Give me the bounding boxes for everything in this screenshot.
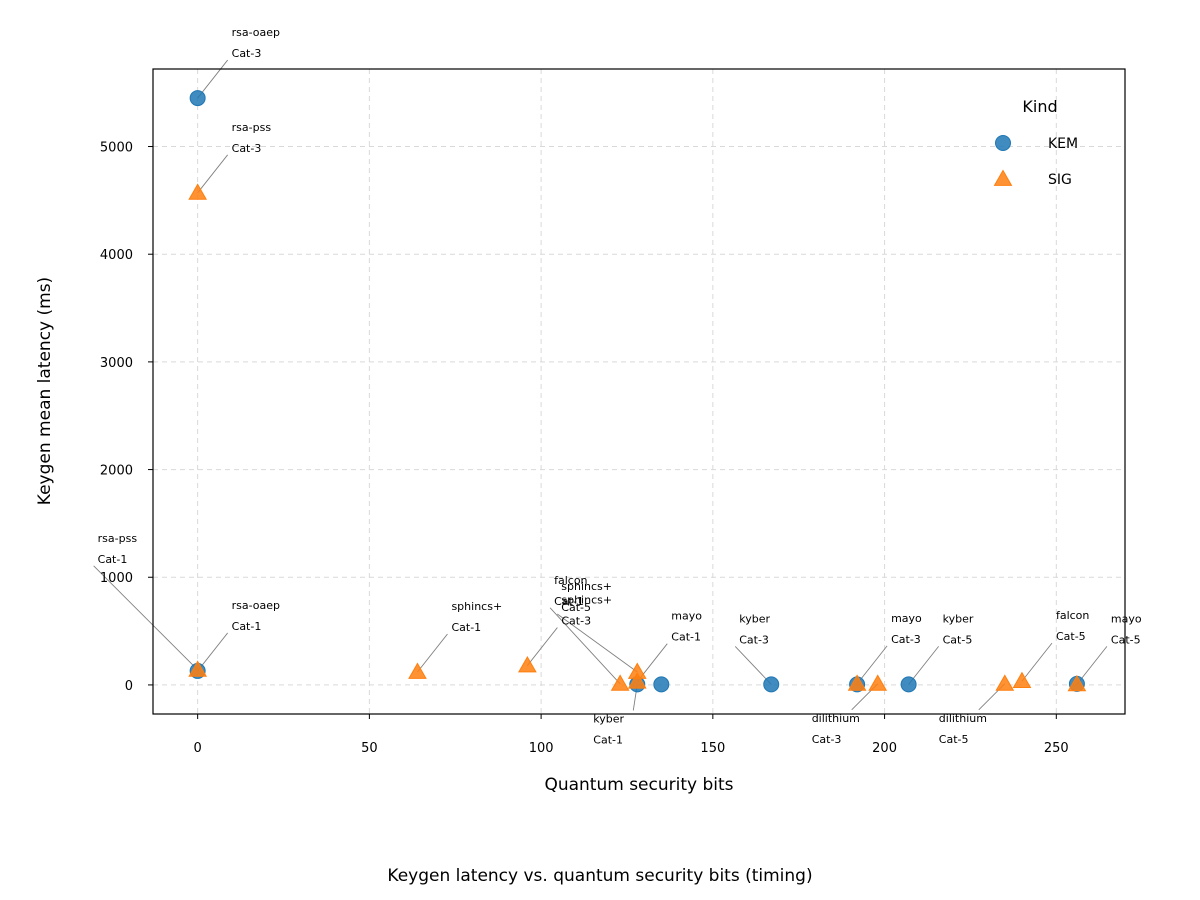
x-tick-label: 50 bbox=[361, 741, 378, 756]
grid-lines bbox=[153, 69, 1125, 714]
annotation-leader bbox=[417, 633, 448, 673]
annotation-leader bbox=[93, 565, 198, 671]
kem-point bbox=[900, 676, 917, 693]
point-annotation: Cat-5 bbox=[561, 601, 591, 614]
legend-title: Kind bbox=[1022, 97, 1057, 116]
point-annotation: Cat-3 bbox=[739, 633, 769, 646]
point-annotations: rsa-oaep Cat-3 rsa-oaep Cat-1 kyber Cat-1 kybe… bbox=[98, 26, 1142, 746]
point-annotation: Cat-1 bbox=[671, 631, 701, 644]
annotation-leader bbox=[908, 646, 939, 685]
x-tick-label: 100 bbox=[529, 741, 554, 756]
axis-ticks: 0 50 100 150 200 250 0 1000 2000 3000 4000 5000 bbox=[100, 141, 1069, 756]
y-tick-label: 5000 bbox=[100, 141, 133, 156]
sig-point bbox=[518, 656, 537, 673]
point-annotation: kyber bbox=[593, 712, 624, 725]
annotation-leader bbox=[197, 154, 229, 194]
annotation-leader bbox=[557, 613, 638, 673]
y-tick-label: 4000 bbox=[100, 248, 133, 263]
plot-frame bbox=[152, 68, 1126, 715]
point-annotation: Cat-5 bbox=[1056, 630, 1086, 643]
point-annotation: mayo bbox=[1111, 612, 1142, 625]
point-annotation: rsa-pss bbox=[232, 121, 272, 134]
point-annotation: sphincs+ bbox=[561, 594, 612, 607]
point-annotation: kyber bbox=[739, 612, 770, 625]
x-tick-label: 250 bbox=[1044, 741, 1069, 756]
point-annotation: Cat-1 bbox=[554, 595, 584, 608]
y-tick-label: 0 bbox=[125, 679, 133, 694]
legend-kem-marker bbox=[995, 135, 1011, 151]
x-axis-label: Quantum security bits bbox=[544, 775, 733, 795]
point-annotation: Cat-3 bbox=[891, 633, 921, 646]
legend-sig-marker bbox=[993, 169, 1013, 186]
legend-label: KEM bbox=[1048, 136, 1078, 152]
point-annotation: Cat-5 bbox=[939, 733, 969, 746]
point-annotation: Cat-5 bbox=[1111, 633, 1141, 646]
annotation-leader bbox=[197, 632, 229, 672]
legend-label: SIG bbox=[1048, 172, 1072, 188]
point-annotation: Cat-3 bbox=[561, 615, 591, 628]
y-tick-label: 1000 bbox=[100, 571, 133, 586]
kem-point bbox=[189, 90, 206, 107]
annotation-leader bbox=[856, 645, 888, 685]
point-annotation: Cat-5 bbox=[943, 633, 973, 646]
y-tick-label: 2000 bbox=[100, 464, 133, 479]
point-annotation: mayo bbox=[671, 610, 702, 623]
sig-point bbox=[408, 662, 427, 679]
annotation-leader bbox=[734, 646, 772, 685]
point-annotation: sphincs+ bbox=[561, 580, 612, 593]
annotation-leader bbox=[549, 607, 621, 685]
x-tick-label: 0 bbox=[194, 741, 202, 756]
point-annotation: Cat-3 bbox=[232, 142, 262, 155]
point-annotation: rsa-oaep bbox=[232, 599, 280, 612]
annotation-leader bbox=[1021, 642, 1053, 682]
point-annotation: rsa-oaep bbox=[232, 26, 280, 39]
sig-point bbox=[188, 183, 208, 200]
data-markers bbox=[188, 90, 1087, 693]
annotation-leader bbox=[527, 627, 558, 666]
point-annotation: dilithium bbox=[939, 712, 987, 725]
sig-point bbox=[1067, 674, 1087, 692]
kem-point bbox=[763, 676, 780, 693]
sig-point bbox=[610, 674, 630, 691]
point-annotation: rsa-pss bbox=[98, 532, 138, 545]
point-annotation: Cat-1 bbox=[451, 621, 481, 634]
point-annotation: dilithium bbox=[812, 712, 860, 725]
x-tick-label: 200 bbox=[872, 741, 897, 756]
sig-point bbox=[188, 660, 208, 677]
annotation-leaders bbox=[93, 59, 1108, 711]
sig-point bbox=[868, 674, 888, 691]
point-annotation: falcon bbox=[1056, 609, 1089, 622]
sig-point bbox=[1012, 671, 1032, 689]
point-annotation: Cat-1 bbox=[593, 733, 623, 746]
point-annotation: Cat-1 bbox=[232, 620, 262, 633]
y-tick-label: 3000 bbox=[100, 356, 133, 371]
point-annotation: sphincs+ bbox=[451, 600, 502, 613]
kem-point bbox=[653, 676, 670, 693]
sig-point bbox=[995, 674, 1015, 691]
point-annotation: Cat-3 bbox=[812, 733, 842, 746]
figure-caption: Keygen latency vs. quantum security bits… bbox=[387, 866, 813, 886]
y-axis-label: Keygen mean latency (ms) bbox=[35, 277, 55, 505]
point-annotation: Cat-3 bbox=[232, 47, 262, 60]
point-annotation: mayo bbox=[891, 612, 922, 625]
x-tick-label: 150 bbox=[700, 741, 725, 756]
sig-point bbox=[847, 674, 867, 691]
sig-point bbox=[627, 672, 647, 689]
point-annotation: Cat-1 bbox=[98, 553, 128, 566]
point-annotation: falcon bbox=[554, 574, 587, 587]
point-annotation: kyber bbox=[943, 612, 974, 625]
annotation-leader bbox=[197, 59, 229, 99]
legend: Kind KEM SIG bbox=[993, 97, 1078, 188]
